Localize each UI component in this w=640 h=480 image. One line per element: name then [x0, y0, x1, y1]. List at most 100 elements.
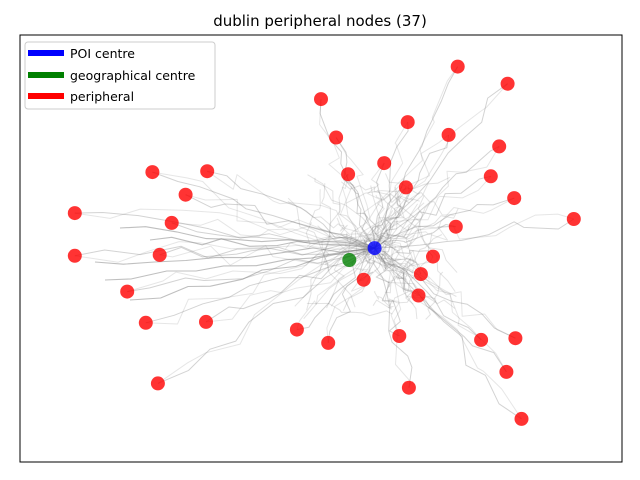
- peripheral-node-point: [411, 288, 426, 303]
- peripheral-node-point: [400, 115, 415, 130]
- road-path: [374, 247, 482, 341]
- road-path: [394, 202, 431, 261]
- road-path: [387, 232, 433, 289]
- road-path: [303, 203, 419, 320]
- road-path: [375, 66, 459, 248]
- road-path: [104, 247, 375, 281]
- peripheral-node-point: [426, 249, 440, 264]
- road-path: [185, 194, 375, 249]
- road-path: [374, 234, 402, 337]
- road-path: [384, 268, 414, 294]
- road-path: [360, 83, 508, 246]
- road-path: [306, 302, 393, 317]
- peripheral-node-point: [401, 380, 416, 395]
- legend-label-peripheral: peripheral: [70, 89, 134, 104]
- road-path: [385, 241, 412, 388]
- road-path: [374, 175, 491, 249]
- road-path: [159, 245, 375, 268]
- legend-label-poi: POI centre: [70, 46, 135, 61]
- road-path: [369, 146, 500, 241]
- road-path: [74, 238, 376, 263]
- road-path: [336, 217, 351, 244]
- peripheral-node-point: [483, 169, 498, 184]
- road-path: [374, 247, 419, 296]
- peripheral-node-point: [448, 219, 463, 234]
- road-path: [327, 247, 375, 343]
- road-path: [383, 205, 401, 272]
- road-path: [129, 247, 375, 301]
- road-path: [373, 291, 394, 309]
- peripheral-node-point: [413, 267, 428, 282]
- road-path: [394, 187, 456, 292]
- road-path: [317, 225, 457, 297]
- peripheral-node-point: [178, 187, 193, 202]
- road-path: [361, 175, 492, 249]
- road-path: [205, 248, 384, 323]
- node-markers: [67, 59, 581, 426]
- peripheral-node-point: [499, 364, 514, 379]
- road-path: [152, 171, 375, 249]
- road-path: [402, 195, 425, 292]
- road-path: [361, 197, 515, 256]
- road-path: [377, 208, 459, 253]
- road-network: [74, 66, 575, 420]
- road-path: [326, 252, 379, 343]
- road-path: [335, 137, 376, 249]
- road-path: [342, 202, 425, 311]
- road-path: [296, 236, 368, 330]
- road-path: [374, 66, 459, 249]
- road-path: [372, 248, 413, 388]
- road-path: [171, 222, 375, 249]
- peripheral-node-point: [356, 272, 371, 287]
- road-path: [374, 247, 516, 339]
- peripheral-node-point: [492, 139, 507, 154]
- peripheral-node-point: [138, 315, 153, 330]
- road-path: [374, 145, 500, 249]
- road-path: [374, 197, 515, 249]
- peripheral-node-point: [120, 284, 135, 299]
- peripheral-node-point: [164, 215, 179, 230]
- peripheral-node-point: [450, 59, 465, 74]
- peripheral-node-point: [508, 331, 523, 346]
- peripheral-node-point: [152, 247, 167, 262]
- road-path: [157, 247, 375, 384]
- road-path: [74, 244, 375, 259]
- road-path: [159, 246, 375, 258]
- road-path: [367, 250, 434, 272]
- legend-swatch-poi: [28, 50, 64, 56]
- road-path: [375, 193, 420, 203]
- road-path: [157, 236, 373, 384]
- peripheral-node-point: [321, 335, 336, 350]
- road-path: [374, 134, 450, 249]
- peripheral-node-point: [329, 130, 344, 145]
- peripheral-node-point: [514, 411, 529, 426]
- road-path: [359, 233, 482, 341]
- road-path: [380, 257, 422, 280]
- road-path: [94, 247, 375, 265]
- peripheral-node-point: [289, 322, 304, 337]
- road-path: [74, 208, 378, 242]
- road-path: [307, 174, 430, 280]
- poi-centre-point: [367, 241, 382, 256]
- road-path: [149, 236, 375, 249]
- road-path: [376, 189, 458, 273]
- road-path: [374, 247, 507, 373]
- road-path: [314, 177, 359, 232]
- road-path: [374, 162, 385, 249]
- road-path: [384, 250, 507, 373]
- road-path: [364, 187, 407, 253]
- road-path: [324, 192, 421, 266]
- road-path: [171, 218, 361, 244]
- road-path: [321, 183, 332, 271]
- peripheral-node-point: [441, 127, 456, 142]
- road-path: [285, 239, 370, 250]
- road-path: [371, 122, 409, 249]
- road-path: [376, 121, 409, 236]
- road-path: [358, 162, 385, 256]
- road-path: [145, 247, 375, 324]
- road-path: [335, 137, 387, 246]
- legend: POI centre geographical centre periphera…: [24, 41, 216, 110]
- peripheral-node-point: [150, 376, 165, 391]
- road-path: [387, 257, 414, 305]
